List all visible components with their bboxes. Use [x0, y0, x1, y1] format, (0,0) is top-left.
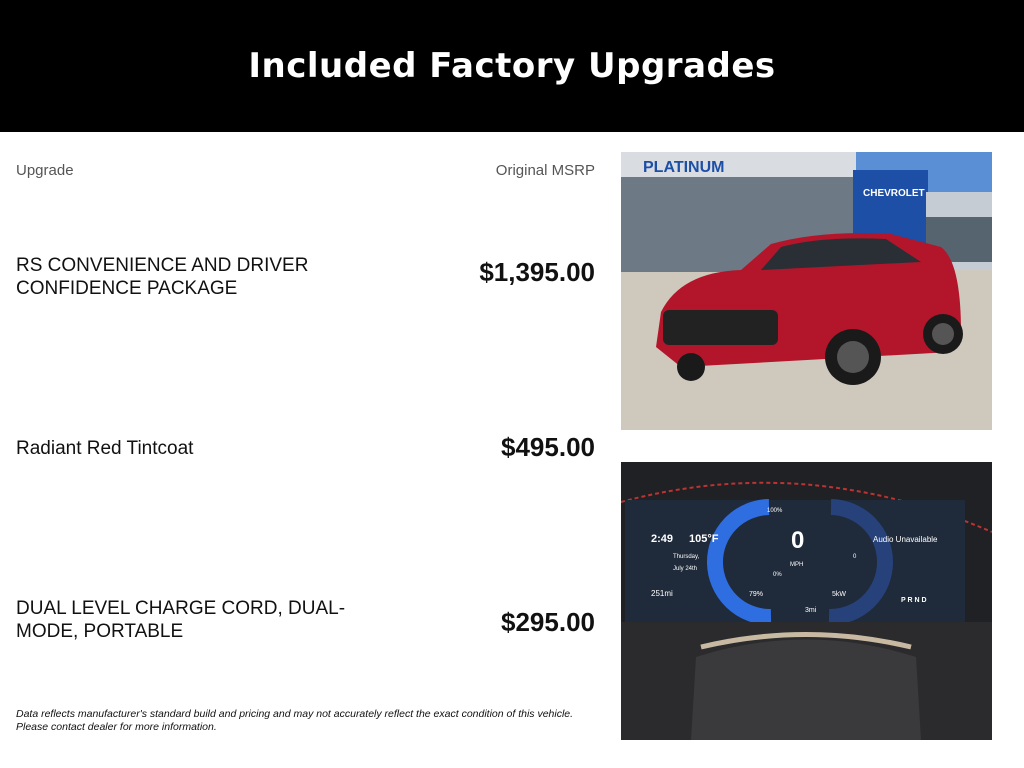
- upgrade-price: $495.00: [501, 432, 595, 462]
- brand-sign: CHEVROLET: [863, 188, 925, 199]
- dash-power-zero: 0: [853, 554, 857, 560]
- dash-battery-top: 100%: [767, 508, 783, 514]
- upgrade-price: $295.00: [501, 607, 595, 637]
- dash-battery-level: 79%: [749, 591, 763, 598]
- upgrade-price: $1,395.00: [479, 257, 595, 287]
- disclaimer: Data reflects manufacturer's standard bu…: [16, 708, 606, 734]
- dealer-sign: PLATINUM: [643, 159, 724, 176]
- disclaimer-line: Please contact dealer for more informati…: [16, 721, 217, 733]
- dash-time: 2:49: [651, 533, 673, 545]
- dash-audio: Audio Unavailable: [873, 535, 938, 544]
- upgrade-name: DUAL LEVEL CHARGE CORD, DUAL-MODE, PORTA…: [16, 598, 346, 642]
- dash-day: Thursday,: [673, 554, 700, 560]
- vehicle-exterior-photo: PLATINUM CHEVROLET: [621, 152, 992, 430]
- dash-power: 5kW: [832, 591, 846, 598]
- dash-range: 251mi: [651, 589, 673, 598]
- page-title: Included Factory Upgrades: [248, 46, 776, 86]
- dash-speed-unit: MPH: [790, 562, 803, 568]
- column-header-upgrade: Upgrade: [16, 162, 74, 179]
- disclaimer-line: Data reflects manufacturer's standard bu…: [16, 708, 574, 720]
- upgrade-name: Radiant Red Tintcoat: [16, 438, 194, 459]
- upgrade-name: RS CONVENIENCE AND DRIVER CONFIDENCE PAC…: [16, 255, 309, 299]
- column-header-msrp: Original MSRP: [495, 162, 595, 179]
- dash-gear: P R N D: [901, 597, 927, 604]
- page-header: Included Factory Upgrades: [0, 0, 1024, 132]
- dash-speed: 0: [791, 527, 804, 554]
- dashboard-photo: 2:49 105°F Thursday, July 24th 0 MPH 100…: [621, 462, 992, 740]
- dash-temp: 105°F: [689, 533, 719, 545]
- dash-battery-bottom: 0%: [773, 572, 782, 578]
- dash-trip: 3mi: [805, 607, 817, 614]
- dash-date: July 24th: [673, 566, 697, 572]
